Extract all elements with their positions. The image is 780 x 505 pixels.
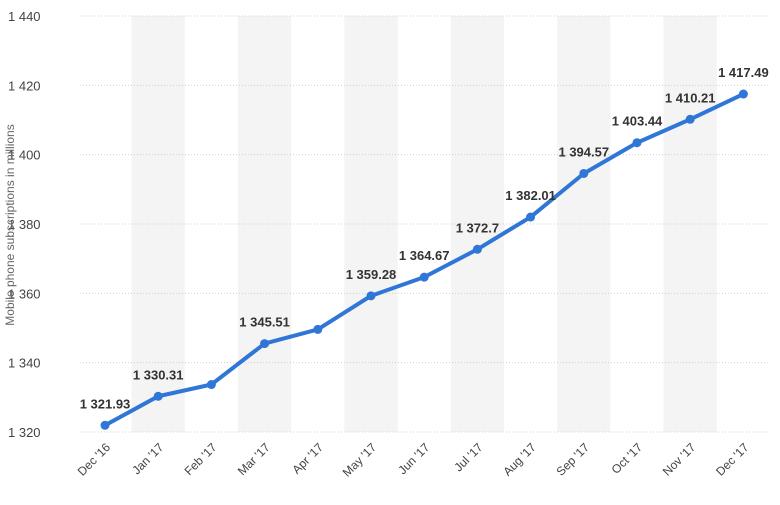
data-point	[632, 138, 642, 148]
y-tick-label: 1 360	[8, 286, 41, 301]
data-label: 1 330.31	[133, 367, 184, 382]
data-point	[153, 391, 163, 401]
data-label: 1 382.01	[505, 188, 556, 203]
data-label: 1 417.49	[718, 65, 769, 80]
data-point	[579, 168, 589, 178]
data-label: 1 359.28	[346, 267, 397, 282]
y-axis-ticks: 1 320 1 340 1 360 1 380 1 400 1 420 1 440	[8, 9, 41, 440]
column-band	[238, 16, 292, 432]
data-point	[260, 339, 270, 349]
data-label: 1 345.51	[239, 315, 290, 330]
x-tick-label: Jun '17	[395, 440, 432, 477]
x-axis-ticks: Dec '16 Jan '17 Feb '17 Mar '17 Apr '17 May '…	[75, 440, 752, 480]
y-tick-label: 1 420	[8, 78, 41, 93]
x-tick-label: Jan '17	[129, 440, 166, 477]
data-point	[472, 244, 482, 254]
y-tick-label: 1 400	[8, 148, 41, 163]
data-label: 1 410.21	[665, 90, 716, 105]
x-tick-label: Nov '17	[660, 440, 699, 479]
x-tick-label: May '17	[340, 440, 380, 480]
x-tick-label: Apr '17	[289, 440, 326, 477]
series-subscriptions	[100, 89, 748, 430]
data-point	[738, 89, 748, 99]
y-tick-label: 1 340	[8, 356, 41, 371]
data-point	[366, 291, 376, 301]
data-label: 1 403.44	[612, 114, 663, 129]
y-tick-label: 1 380	[8, 217, 41, 232]
y-gridlines	[80, 15, 770, 433]
data-point	[685, 114, 695, 124]
data-point	[313, 324, 323, 334]
data-point	[100, 420, 110, 430]
x-tick-label: Sep '17	[554, 440, 593, 479]
x-tick-label: Oct '17	[609, 440, 646, 477]
y-tick-label: 1 440	[8, 9, 41, 24]
column-band	[450, 16, 504, 432]
x-tick-label: Dec '16	[75, 440, 114, 479]
y-axis-title: Mobile phone subscriptions in millions	[3, 124, 17, 325]
data-label: 1 364.67	[399, 248, 450, 263]
data-label: 1 394.57	[558, 144, 609, 159]
x-tick-label: Dec '17	[713, 440, 752, 479]
data-point	[206, 380, 216, 390]
x-tick-label: Mar '17	[235, 440, 273, 478]
data-labels: 1 321.931 330.31 1 345.51 1 359.281 364.67…	[80, 65, 769, 411]
data-label: 1 372.7	[456, 220, 499, 235]
x-tick-label: Jul '17	[451, 440, 485, 474]
x-tick-label: Feb '17	[182, 440, 220, 478]
data-label: 1 321.93	[80, 396, 131, 411]
data-point	[526, 212, 536, 222]
y-tick-label: 1 320	[8, 425, 41, 440]
x-tick-label: Aug '17	[500, 440, 539, 479]
data-point	[419, 272, 429, 282]
